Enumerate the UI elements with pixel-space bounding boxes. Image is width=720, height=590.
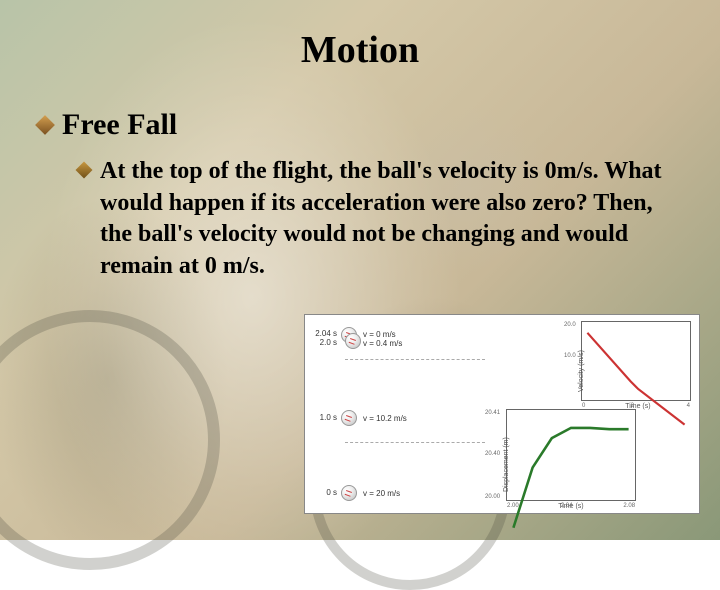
y-axis-label: Displacement (m) — [503, 437, 510, 492]
dashed-guideline — [345, 442, 485, 443]
physics-figure: 2.04 s 2.0 s v = 0 m/s v = 0.4 m/s 1.0 s… — [304, 314, 700, 514]
tick-label: 20.41 — [485, 410, 500, 416]
dashed-guideline — [345, 359, 485, 360]
displacement-chart: Displacement (m) Time (s) 20.41 20.40 20… — [506, 409, 636, 501]
slide-title: Motion — [0, 28, 720, 72]
y-axis-label: Velocity (m/s) — [578, 350, 585, 392]
bullet-level-2: At the top of the flight, the ball's vel… — [78, 156, 678, 283]
figure-right-panel: Velocity (m/s) Time (s) 20.0 10.0 0 2 4 … — [494, 315, 699, 513]
bullet-level-1: Free Fall — [38, 108, 177, 142]
tick-label: 2.04 — [561, 503, 573, 509]
tick-label: 20.00 — [485, 494, 500, 500]
time-label: 2.04 s 2.0 s — [305, 330, 337, 348]
time-value: 2.0 s — [305, 339, 337, 348]
tick-label: 10.0 — [564, 353, 576, 359]
diamond-bullet-icon — [76, 162, 93, 179]
ball-icon — [341, 410, 357, 426]
slide: Motion Free Fall At the top of the fligh… — [0, 0, 720, 540]
ball-icon — [341, 485, 357, 501]
time-value: 1.0 s — [305, 414, 337, 423]
tick-label: 20.40 — [485, 451, 500, 457]
ball-row: 2.04 s 2.0 s v = 0 m/s v = 0.4 m/s — [305, 327, 402, 351]
velocity-label: v = 0 m/s — [363, 330, 402, 339]
tick-label: 20.0 — [564, 322, 576, 328]
ball-icon — [345, 333, 361, 349]
tick-label: 2.08 — [623, 503, 635, 509]
chart-plot-area — [507, 410, 635, 538]
tick-label: 2.00 — [507, 503, 519, 509]
ball-row: 0 s v = 20 m/s — [305, 485, 400, 501]
velocity-chart: Velocity (m/s) Time (s) 20.0 10.0 0 2 4 — [581, 321, 691, 401]
velocity-label: v = 20 m/s — [363, 489, 400, 498]
ball-row: 1.0 s v = 10.2 m/s — [305, 410, 407, 426]
bullet2-text: At the top of the flight, the ball's vel… — [100, 156, 678, 283]
time-value: 0 s — [305, 489, 337, 498]
velocity-label: v = 10.2 m/s — [363, 414, 407, 423]
velocity-label: v = 0.4 m/s — [363, 339, 402, 348]
diamond-bullet-icon — [35, 115, 55, 135]
bullet1-text: Free Fall — [62, 108, 177, 142]
tick-label: 4 — [687, 403, 690, 409]
figure-left-panel: 2.04 s 2.0 s v = 0 m/s v = 0.4 m/s 1.0 s… — [305, 315, 494, 513]
